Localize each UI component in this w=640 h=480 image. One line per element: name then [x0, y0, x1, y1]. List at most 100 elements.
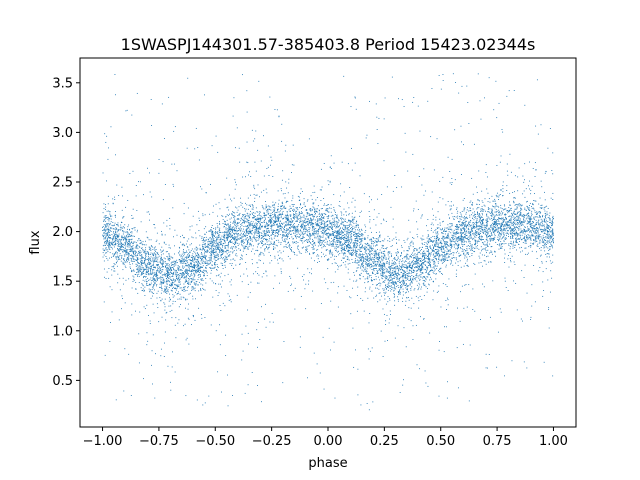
data-point	[353, 280, 355, 282]
data-point	[283, 231, 285, 233]
data-point	[425, 270, 427, 272]
data-point	[492, 222, 494, 224]
data-point	[307, 235, 309, 237]
data-point	[264, 232, 265, 234]
data-point	[122, 277, 124, 279]
data-point	[407, 277, 409, 279]
data-point	[432, 240, 434, 242]
data-point	[284, 216, 286, 218]
data-point	[470, 224, 472, 226]
data-point	[376, 253, 378, 255]
data-point	[354, 210, 356, 212]
data-point	[241, 228, 243, 230]
data-point	[337, 231, 338, 232]
data-point	[510, 171, 512, 173]
data-point	[269, 222, 271, 224]
data-point	[237, 209, 239, 211]
data-point	[455, 259, 457, 261]
data-point	[346, 221, 348, 223]
data-point	[388, 280, 390, 281]
data-point	[143, 194, 144, 196]
data-point	[181, 260, 183, 261]
data-point	[395, 239, 397, 240]
data-point	[305, 249, 307, 251]
data-point	[257, 231, 259, 233]
data-point	[491, 246, 493, 247]
data-point	[170, 279, 172, 281]
data-point	[171, 366, 173, 368]
data-point	[455, 233, 457, 235]
data-point	[169, 284, 171, 286]
data-point	[230, 224, 231, 226]
data-point	[172, 300, 174, 302]
data-point	[255, 271, 257, 273]
data-point	[305, 231, 306, 233]
data-point	[240, 257, 242, 259]
data-point	[467, 217, 469, 219]
data-point	[127, 199, 129, 201]
data-point	[145, 244, 147, 246]
data-point	[394, 304, 396, 306]
data-point	[297, 209, 299, 211]
data-point	[318, 229, 319, 231]
data-point	[366, 259, 368, 261]
data-point	[191, 280, 193, 282]
data-point	[219, 234, 221, 236]
data-point	[389, 240, 391, 242]
data-point	[257, 282, 258, 284]
data-point	[332, 241, 334, 243]
data-point	[381, 268, 383, 270]
data-point	[463, 198, 465, 199]
data-point	[347, 239, 349, 241]
data-point	[421, 299, 423, 300]
data-point	[134, 241, 136, 243]
data-point	[515, 223, 517, 225]
data-point	[496, 213, 498, 215]
data-point	[280, 206, 282, 207]
data-point	[473, 222, 475, 224]
data-point	[215, 228, 217, 230]
data-point	[433, 260, 435, 262]
data-point	[541, 204, 543, 206]
data-point	[510, 207, 512, 209]
data-point	[347, 268, 349, 270]
data-point	[144, 263, 146, 265]
data-point	[438, 250, 440, 252]
data-point	[204, 242, 206, 244]
data-point	[301, 223, 303, 225]
data-point	[428, 253, 430, 255]
data-point	[453, 229, 455, 231]
data-point	[110, 126, 112, 128]
data-point	[397, 277, 399, 279]
data-point	[132, 281, 134, 282]
data-point	[509, 153, 511, 155]
data-point	[524, 240, 526, 242]
data-point	[178, 319, 180, 321]
data-point	[329, 180, 331, 182]
data-point	[257, 149, 259, 151]
data-point	[462, 223, 463, 225]
data-point	[221, 243, 222, 245]
data-point	[474, 244, 476, 246]
data-point	[236, 294, 238, 296]
data-point	[370, 248, 372, 250]
data-point	[444, 254, 446, 256]
data-point	[103, 236, 105, 238]
data-point	[200, 279, 202, 281]
data-point	[154, 280, 156, 282]
data-point	[503, 219, 505, 221]
data-point	[167, 289, 169, 291]
data-point	[409, 264, 411, 266]
data-point	[434, 260, 436, 262]
data-point	[271, 221, 273, 223]
data-point	[114, 199, 116, 200]
data-point	[418, 258, 420, 260]
data-point	[484, 248, 486, 250]
data-point	[444, 233, 446, 235]
data-point	[178, 269, 179, 271]
data-point	[210, 229, 212, 230]
data-point	[389, 287, 391, 289]
data-point	[194, 268, 195, 269]
data-point	[297, 231, 299, 233]
data-point	[424, 264, 426, 266]
